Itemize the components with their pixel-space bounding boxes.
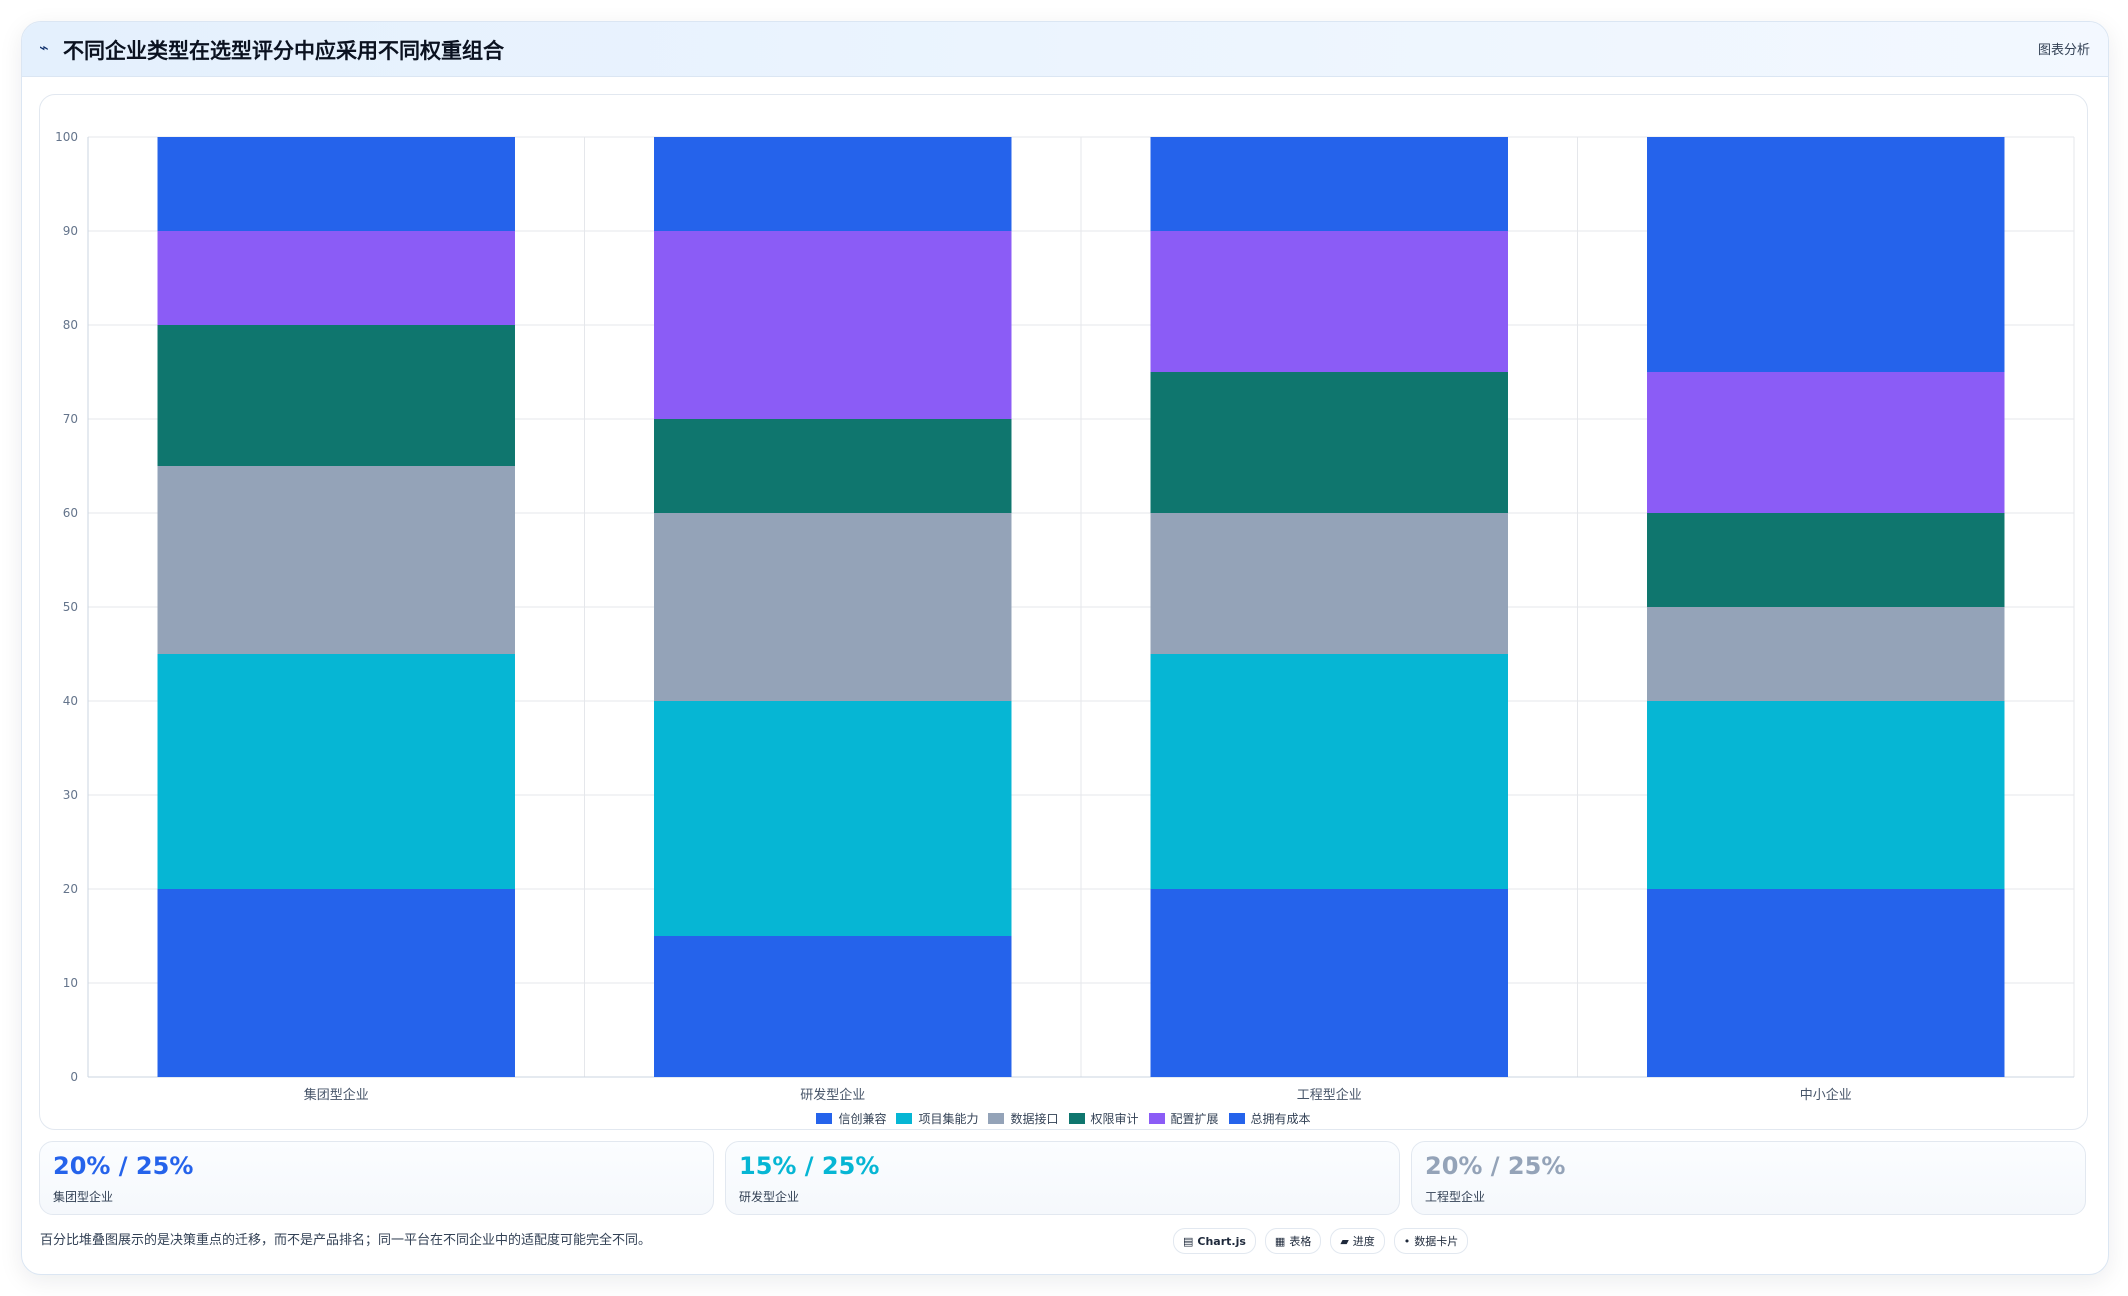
chart-legend[interactable]: 信创兼容 项目集能力 数据接口 权限审计 配置扩展 总拥有成本 (40, 1109, 2087, 1127)
bar-segment (1150, 654, 1508, 889)
y-tick-label: 50 (63, 600, 78, 614)
metric-label: 集团型企业 (53, 1190, 114, 1204)
card-icon: • (1403, 1234, 1411, 1248)
x-tick-label: 工程型企业 (1297, 1087, 1362, 1103)
bar-segment (1150, 231, 1508, 372)
bar-segment (1647, 607, 2005, 701)
chip-data-card[interactable]: • 数据卡片 (1393, 1228, 1469, 1254)
bar-segment (654, 419, 1012, 513)
legend-item[interactable]: 数据接口 (988, 1110, 1059, 1127)
y-tick-label: 70 (63, 412, 78, 426)
y-tick-label: 100 (55, 130, 78, 144)
legend-swatch (1228, 1112, 1245, 1124)
legend-label: 项目集能力 (918, 1111, 979, 1126)
bar-segment (1647, 513, 2005, 607)
page-title: 不同企业类型在选型评分中应采用不同权重组合 (63, 39, 504, 63)
panel-header: ⌁ 不同企业类型在选型评分中应采用不同权重组合 图表分析 (22, 22, 2108, 77)
bar-segment (157, 466, 515, 654)
chip-table[interactable]: ▦ 表格 (1264, 1228, 1322, 1254)
y-tick-label: 20 (63, 882, 78, 896)
chart-line-icon: ⌁ (39, 38, 49, 57)
x-tick-label: 中小企业 (1800, 1087, 1852, 1103)
bar-segment (654, 701, 1012, 936)
legend-label: 信创兼容 (838, 1111, 887, 1126)
bar-segment (1150, 889, 1508, 1077)
stacked-bar-chart: 0 10 20 30 40 50 60 70 80 90 100 集团型企业 研发型企业 工程型企业 中小企… (55, 130, 2075, 1103)
metric-label: 工程型企业 (1425, 1190, 1486, 1204)
bar-segment (1647, 372, 2005, 513)
legend-item[interactable]: 总拥有成本 (1228, 1110, 1311, 1127)
y-tick-label: 0 (70, 1070, 78, 1084)
legend-label: 权限审计 (1090, 1111, 1139, 1126)
y-tick-label: 80 (63, 318, 78, 332)
legend-item[interactable]: 项目集能力 (896, 1110, 978, 1127)
bar-segment (654, 513, 1012, 701)
chip-chartjs[interactable]: ▤ Chart.js (1173, 1228, 1256, 1254)
chart-panel: ⌁ 不同企业类型在选型评分中应采用不同权重组合 图表分析 0 10 20 30 40 50… (21, 21, 2109, 1275)
metric-card-group: 20% / 25% 集团型企业 (39, 1141, 714, 1215)
bar-segment (157, 231, 515, 325)
bar-segment (1647, 889, 2005, 1077)
y-tick-label: 90 (63, 224, 78, 238)
legend-swatch (988, 1112, 1005, 1124)
bar-segment (1150, 137, 1508, 231)
bar-segment (157, 325, 515, 466)
chart-icon: ▤ (1183, 1234, 1194, 1248)
metric-value: 20% / 25% (53, 1152, 194, 1180)
bar-segment (157, 889, 515, 1077)
metric-label: 研发型企业 (739, 1190, 800, 1204)
bar-segment (157, 137, 515, 231)
bar-segment (654, 936, 1012, 1077)
metric-card-engineering: 20% / 25% 工程型企业 (1411, 1141, 2086, 1215)
bar-segment (1150, 372, 1508, 513)
x-tick-label: 研发型企业 (800, 1087, 865, 1103)
legend-label: 数据接口 (1010, 1111, 1059, 1126)
footer-note: 百分比堆叠图展示的是决策重点的迁移，而不是产品排名；同一平台在不同企业中的适配度… (40, 1233, 652, 1248)
legend-label: 总拥有成本 (1250, 1111, 1311, 1126)
legend-swatch (896, 1112, 913, 1124)
chart-analysis-label: 图表分析 (2037, 43, 2090, 58)
metric-value: 20% / 25% (1425, 1152, 1566, 1180)
y-tick-label: 60 (63, 506, 78, 520)
legend-swatch (1068, 1112, 1085, 1124)
x-tick-label: 集团型企业 (304, 1087, 369, 1103)
table-icon: ▦ (1274, 1234, 1286, 1248)
legend-label: 配置扩展 (1170, 1111, 1219, 1126)
metric-value: 15% / 25% (739, 1152, 880, 1180)
legend-item[interactable]: 配置扩展 (1148, 1110, 1219, 1127)
metric-card-rnd: 15% / 25% 研发型企业 (725, 1141, 1400, 1215)
chip-progress[interactable]: ▰ 进度 (1330, 1228, 1385, 1254)
y-tick-label: 30 (63, 788, 78, 802)
bar-segment (654, 137, 1012, 231)
y-tick-label: 10 (63, 976, 78, 990)
legend-item[interactable]: 权限审计 (1068, 1110, 1139, 1127)
y-tick-label: 40 (63, 694, 78, 708)
progress-icon: ▰ (1340, 1234, 1349, 1248)
legend-item[interactable]: 信创兼容 (816, 1110, 886, 1127)
bar-segment (1647, 137, 2005, 372)
bar-segment (1647, 701, 2005, 889)
bar-segment (1150, 513, 1508, 654)
tag-chips: ▤ Chart.js ▦ 表格 ▰ 进度 • 数据卡片 (1173, 1228, 1469, 1254)
bar-segment (654, 231, 1012, 419)
chart-card: 0 10 20 30 40 50 60 70 80 90 100 集团型企业 研发型企业 工程型企业 中小企… (39, 94, 2088, 1130)
bar-segment (157, 654, 515, 889)
legend-swatch (1148, 1112, 1165, 1124)
legend-swatch (816, 1112, 833, 1124)
